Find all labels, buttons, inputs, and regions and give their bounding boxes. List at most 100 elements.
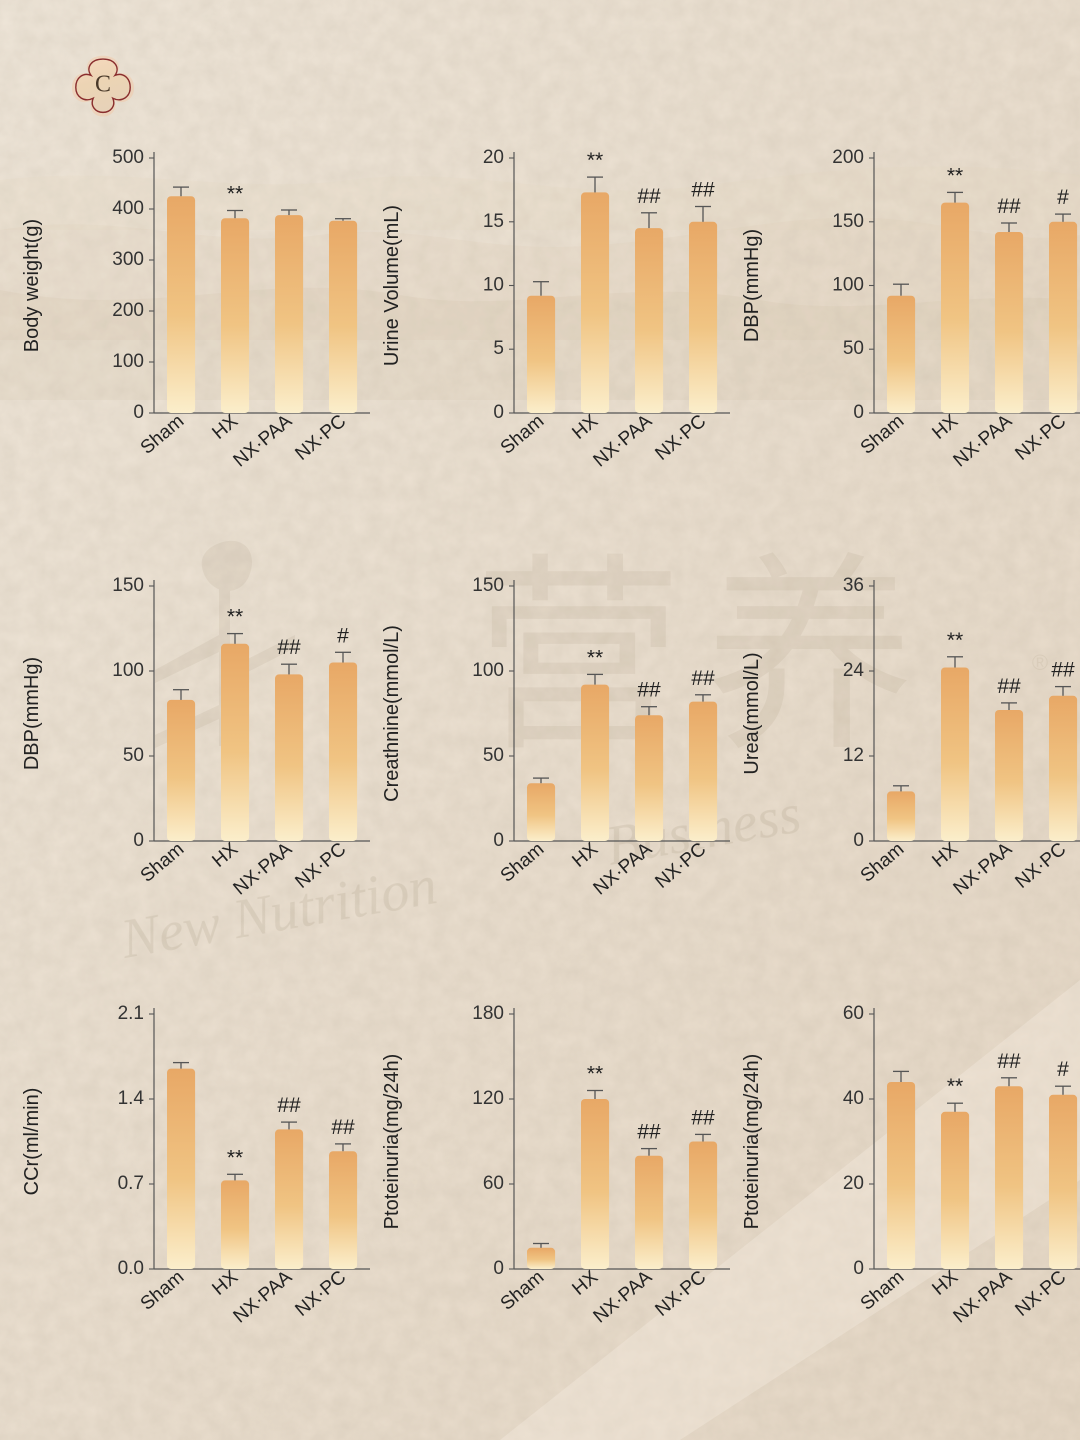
svg-text:NX·PC: NX·PC [1011, 839, 1070, 893]
svg-text:HX: HX [928, 1267, 962, 1300]
svg-text:**: ** [227, 1146, 243, 1169]
svg-text:##: ## [691, 1106, 715, 1129]
svg-text:Sham: Sham [497, 411, 549, 459]
svg-text:150: 150 [472, 575, 504, 596]
svg-text:#: # [337, 624, 349, 647]
svg-text:0.7: 0.7 [118, 1173, 144, 1194]
svg-text:500: 500 [112, 147, 144, 168]
svg-text:##: ## [997, 195, 1021, 218]
svg-text:HX: HX [568, 411, 602, 444]
svg-text:20: 20 [483, 147, 504, 168]
svg-text:##: ## [637, 1121, 661, 1144]
svg-text:NX·PAA: NX·PAA [230, 1267, 297, 1328]
svg-text:100: 100 [112, 660, 144, 681]
svg-text:Sham: Sham [497, 1267, 549, 1315]
svg-text:Sham: Sham [857, 411, 909, 459]
svg-text:NX·PAA: NX·PAA [590, 411, 657, 472]
svg-text:NX·PC: NX·PC [1011, 411, 1070, 465]
svg-text:##: ## [637, 679, 661, 702]
svg-text:NX·PC: NX·PC [291, 839, 350, 893]
svg-text:200: 200 [832, 147, 864, 168]
svg-text:Ptoteinuria(mg/24h): Ptoteinuria(mg/24h) [741, 1054, 763, 1230]
svg-text:**: ** [227, 183, 243, 206]
svg-text:20: 20 [843, 1173, 864, 1194]
svg-text:0: 0 [853, 830, 864, 851]
svg-text:150: 150 [112, 575, 144, 596]
svg-text:50: 50 [483, 745, 504, 766]
svg-text:**: ** [947, 629, 963, 652]
svg-text:**: ** [587, 646, 603, 669]
svg-text:NX·PC: NX·PC [1011, 1267, 1070, 1321]
svg-text:DBP(mmHg): DBP(mmHg) [21, 657, 43, 770]
svg-text:60: 60 [843, 1003, 864, 1024]
svg-text:60: 60 [483, 1173, 504, 1194]
svg-text:##: ## [1051, 659, 1075, 682]
svg-text:0: 0 [133, 402, 144, 423]
svg-text:HX: HX [208, 1267, 242, 1300]
svg-text:**: ** [587, 149, 603, 172]
svg-text:NX·PC: NX·PC [651, 411, 710, 465]
svg-text:100: 100 [832, 275, 864, 296]
svg-text:300: 300 [112, 249, 144, 270]
svg-text:10: 10 [483, 275, 504, 296]
svg-text:50: 50 [123, 745, 144, 766]
svg-text:##: ## [997, 1050, 1021, 1073]
svg-text:Urea(mmol/L): Urea(mmol/L) [741, 652, 763, 774]
svg-text:#: # [1057, 186, 1069, 209]
svg-text:NX·PC: NX·PC [651, 1267, 710, 1321]
svg-text:#: # [1057, 1058, 1069, 1081]
svg-text:100: 100 [472, 660, 504, 681]
svg-text:NX·PC: NX·PC [291, 411, 350, 465]
svg-text:NX·PC: NX·PC [651, 839, 710, 893]
svg-text:150: 150 [832, 211, 864, 232]
svg-text:NX·PC: NX·PC [291, 1267, 350, 1321]
svg-text:5: 5 [493, 338, 504, 359]
svg-text:NX·PAA: NX·PAA [590, 1267, 657, 1328]
svg-text:NX·PAA: NX·PAA [590, 839, 657, 900]
svg-text:HX: HX [928, 411, 962, 444]
svg-text:Body weight(g): Body weight(g) [21, 219, 43, 352]
svg-text:Urine Volume(mL): Urine Volume(mL) [381, 205, 403, 366]
svg-text:0: 0 [493, 830, 504, 851]
svg-text:400: 400 [112, 198, 144, 219]
svg-text:36: 36 [843, 575, 864, 596]
svg-text:NX·PAA: NX·PAA [230, 411, 297, 472]
svg-text:HX: HX [568, 1267, 602, 1300]
svg-text:**: ** [227, 606, 243, 629]
svg-text:Sham: Sham [857, 839, 909, 887]
svg-text:C: C [95, 72, 111, 98]
svg-text:Ptoteinuria(mg/24h): Ptoteinuria(mg/24h) [381, 1054, 403, 1230]
svg-text:NX·PAA: NX·PAA [950, 1267, 1017, 1328]
svg-text:Sham: Sham [137, 839, 189, 887]
svg-text:12: 12 [843, 745, 864, 766]
svg-text:0: 0 [853, 402, 864, 423]
svg-text:**: ** [947, 164, 963, 187]
svg-text:24: 24 [843, 660, 865, 681]
svg-text:##: ## [637, 185, 661, 208]
svg-text:0: 0 [493, 1258, 504, 1279]
svg-text:0: 0 [853, 1258, 864, 1279]
svg-text:HX: HX [208, 839, 242, 872]
svg-text:NX·PAA: NX·PAA [230, 839, 297, 900]
svg-text:40: 40 [843, 1088, 864, 1109]
svg-text:Creathnine(mmol/L): Creathnine(mmol/L) [381, 625, 403, 802]
svg-text:NX·PAA: NX·PAA [950, 839, 1017, 900]
svg-text:**: ** [947, 1075, 963, 1098]
svg-text:**: ** [587, 1063, 603, 1086]
svg-text:NX·PAA: NX·PAA [950, 411, 1017, 472]
svg-text:2.1: 2.1 [118, 1003, 144, 1024]
svg-text:0.0: 0.0 [118, 1258, 144, 1279]
svg-text:HX: HX [208, 411, 242, 444]
svg-text:1.4: 1.4 [118, 1088, 145, 1109]
svg-text:100: 100 [112, 351, 144, 372]
svg-text:##: ## [277, 1094, 301, 1117]
svg-text:##: ## [331, 1116, 355, 1139]
svg-text:DBP(mmHg): DBP(mmHg) [741, 229, 763, 342]
svg-text:50: 50 [843, 338, 864, 359]
svg-text:##: ## [997, 675, 1021, 698]
svg-text:0: 0 [133, 830, 144, 851]
svg-text:##: ## [691, 667, 715, 690]
svg-text:120: 120 [472, 1088, 504, 1109]
svg-text:HX: HX [568, 839, 602, 872]
svg-text:Sham: Sham [857, 1267, 909, 1315]
